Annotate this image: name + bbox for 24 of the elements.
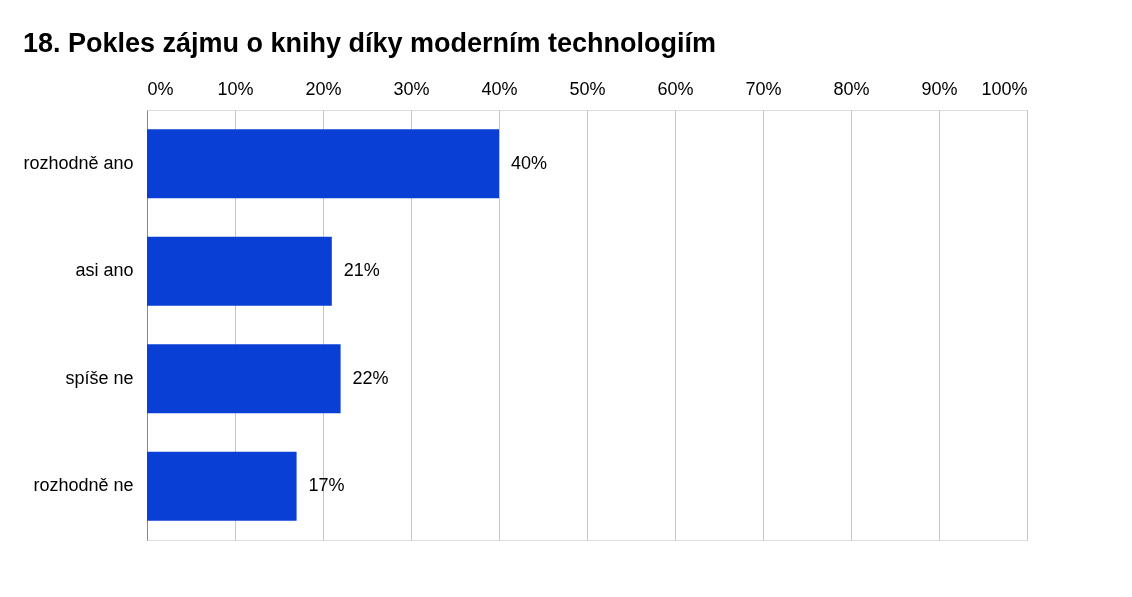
- data-label: 21%: [343, 260, 380, 281]
- x-tick-label: 50%: [569, 78, 606, 99]
- x-tick-label: 20%: [305, 78, 342, 99]
- y-tick-label: spíše ne: [65, 367, 134, 388]
- data-label: 40%: [511, 152, 548, 173]
- data-label: 22%: [352, 367, 389, 388]
- bar: [147, 344, 341, 414]
- x-tick-label: 10%: [217, 78, 254, 99]
- bar: [147, 236, 332, 306]
- x-tick-label: 60%: [657, 78, 694, 99]
- x-tick-label: 100%: [981, 78, 1028, 99]
- x-tick-label: 0%: [147, 78, 174, 99]
- x-tick-label: 40%: [481, 78, 518, 99]
- chart-title: 18. Pokles zájmu o knihy díky moderním technologiím: [22, 28, 717, 58]
- data-label: 17%: [308, 475, 345, 496]
- y-tick-label: rozhodně ne: [33, 475, 134, 496]
- x-tick-label: 30%: [393, 78, 430, 99]
- x-tick-label: 90%: [921, 78, 958, 99]
- x-tick-label: 70%: [745, 78, 782, 99]
- x-tick-label: 80%: [833, 78, 870, 99]
- bar: [147, 129, 499, 199]
- y-tick-label: rozhodně ano: [23, 152, 134, 173]
- y-tick-label: asi ano: [75, 260, 134, 281]
- bar: [147, 451, 297, 521]
